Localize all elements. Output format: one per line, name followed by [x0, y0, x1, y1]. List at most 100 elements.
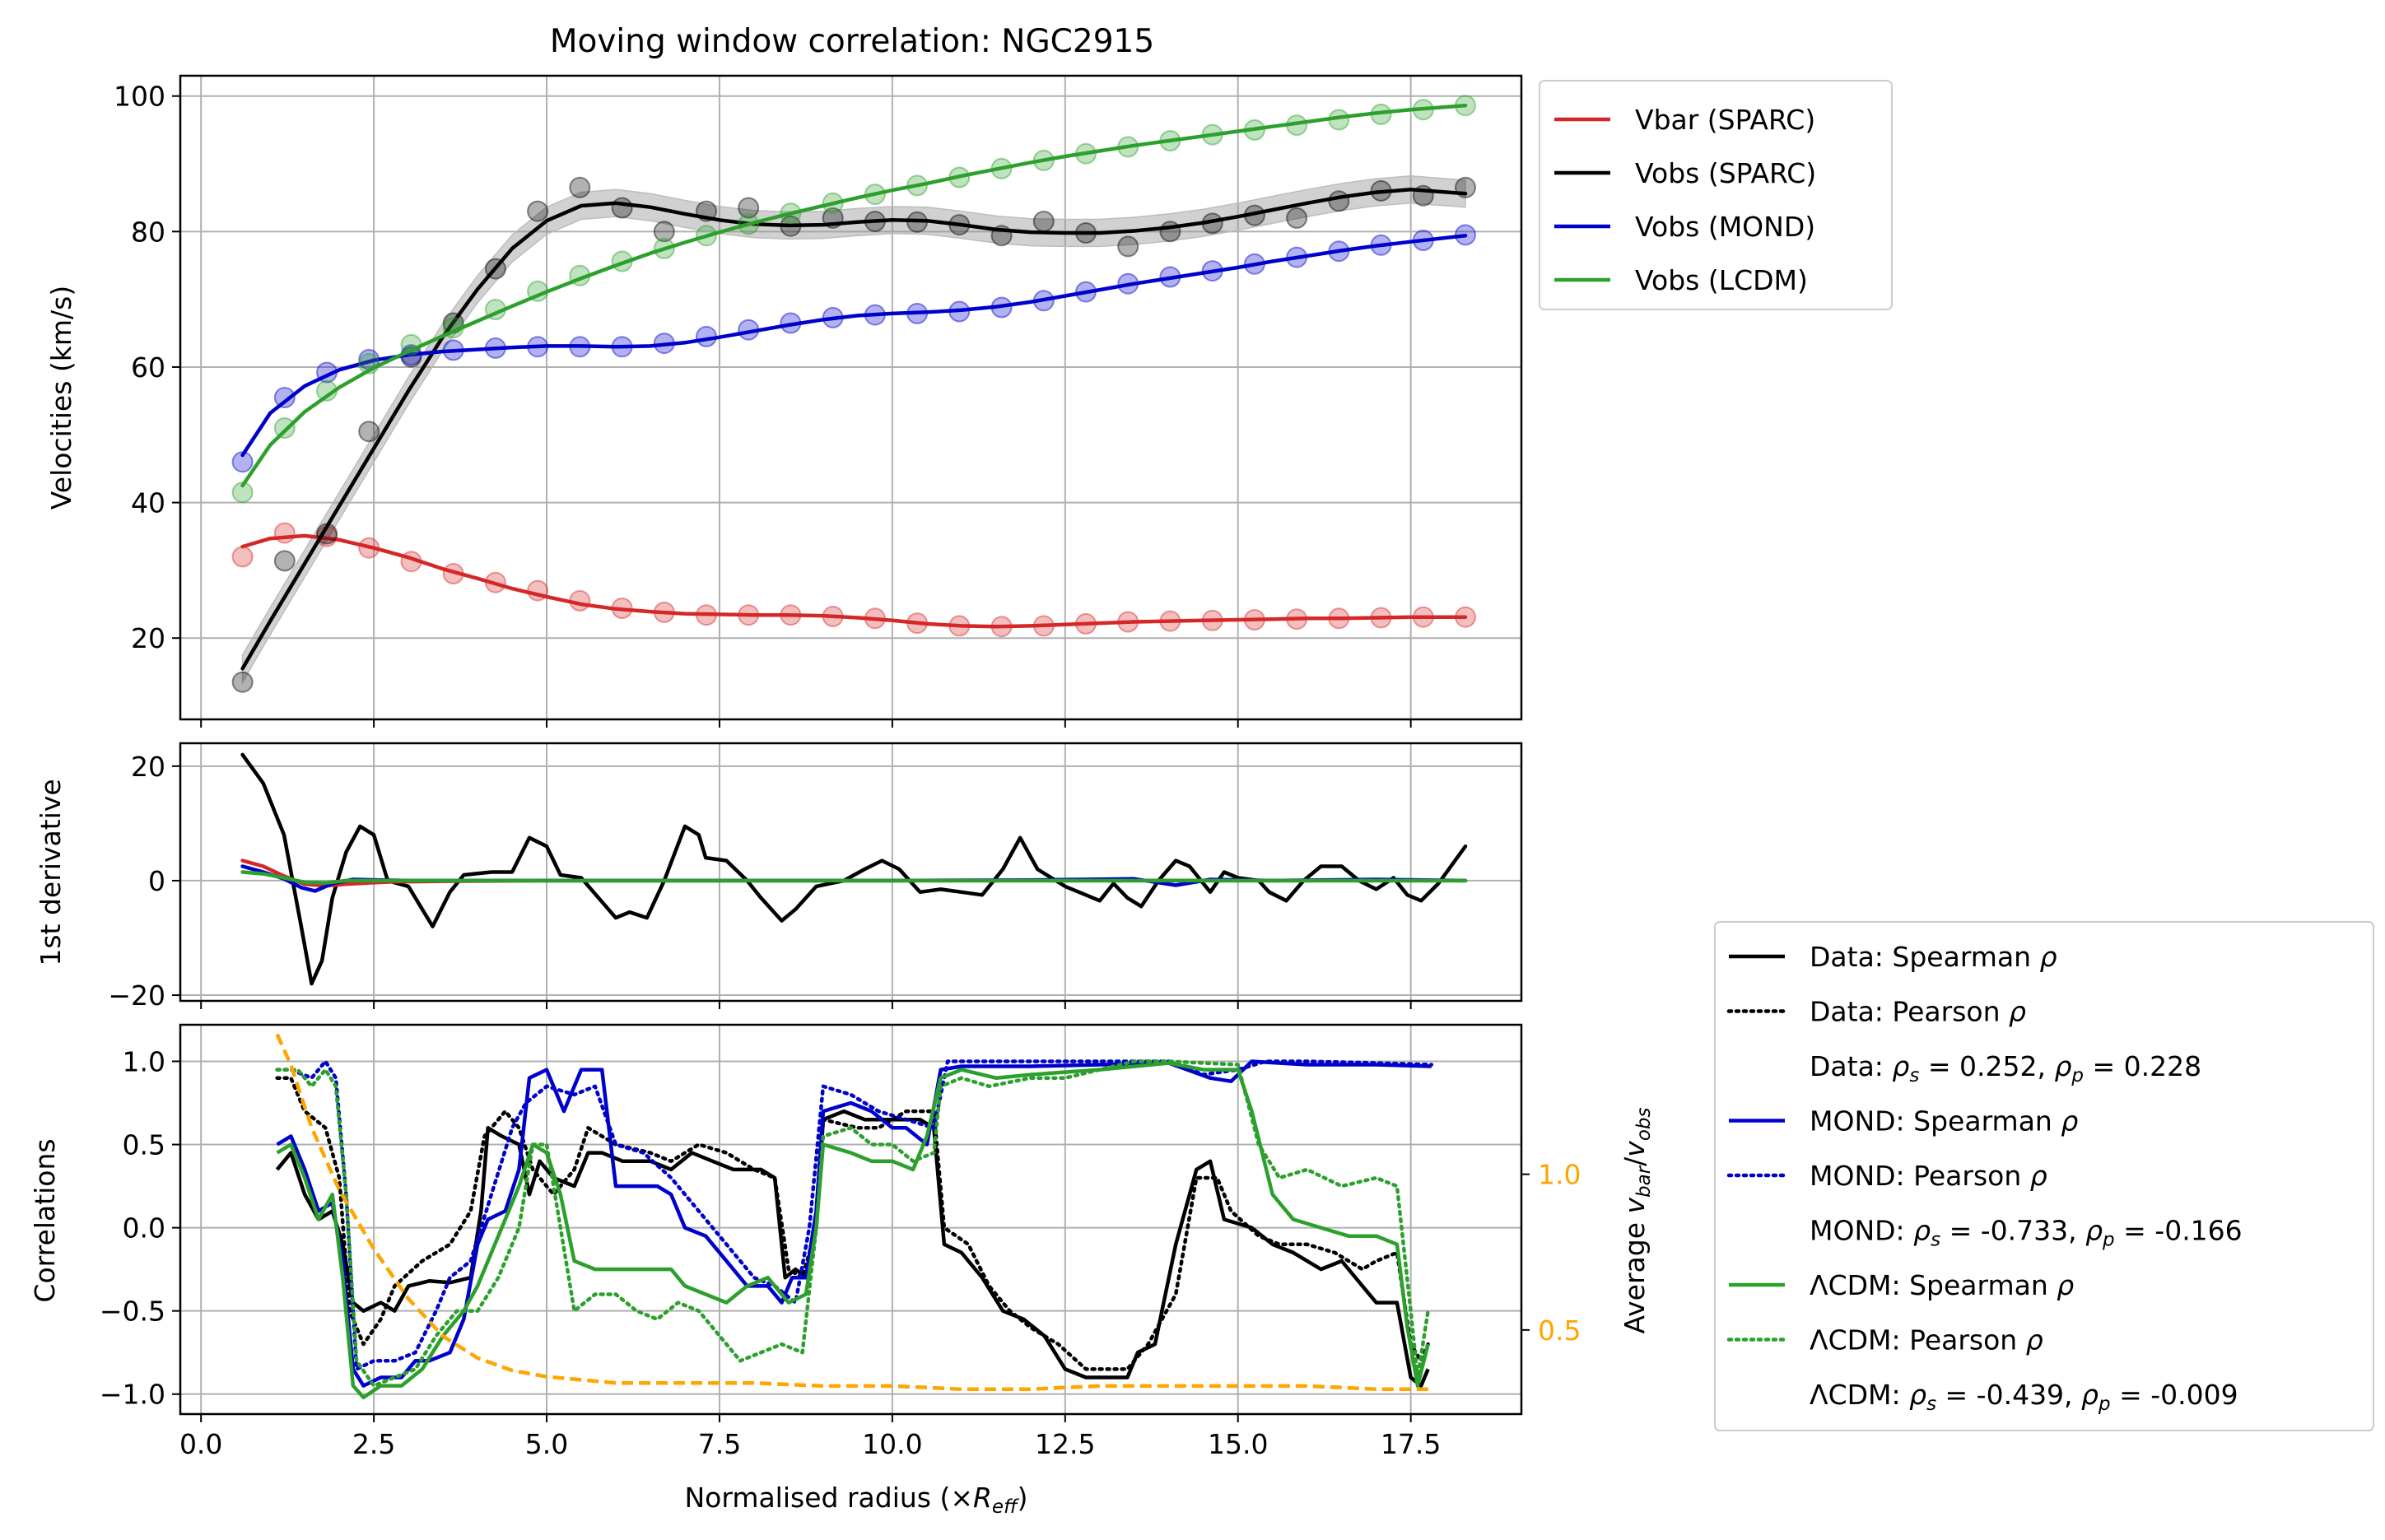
- legend-label-text: Data: Pearson: [1810, 996, 2009, 1028]
- x-tick-label: 12.5: [1035, 1428, 1095, 1460]
- mond-legend-label: Vobs (MOND): [1635, 211, 1815, 243]
- data-stats-legend-label: Data: ρs = 0.252, ρp = 0.228: [1810, 1050, 2201, 1086]
- x-tick-label: 7.5: [698, 1428, 741, 1460]
- correlation-y-axis-label: Correlations: [29, 1138, 61, 1302]
- vbar-data-point: [273, 522, 296, 544]
- y-tick-label: −0.5: [100, 1296, 165, 1328]
- correlation-grid: [180, 1025, 1521, 1414]
- y-tick-label: −20: [108, 979, 165, 1012]
- velocity-legend-entries: Vbar (SPARC) Vobs (SPARC) Vobs (MOND) Vobs …: [1554, 104, 1816, 296]
- legend-rho-symbol: ρ: [2061, 1105, 2078, 1138]
- y-tick-label: 1.0: [123, 1045, 165, 1077]
- y2-tick-label: 1.0: [1538, 1159, 1581, 1191]
- mond-spearman-line: [276, 1059, 1432, 1388]
- y-tick-label: 20: [131, 622, 165, 654]
- sparc-data-point: [569, 176, 591, 198]
- mond-curve: [240, 234, 1468, 458]
- legend-rho-s-value: = 0.252,: [1919, 1050, 2054, 1082]
- legend-rho-p-symbol: ρ: [2081, 1379, 2099, 1411]
- legend-label-text: ΛCDM:: [1810, 1379, 1909, 1411]
- derivative-grid: [180, 743, 1521, 1001]
- y-tick-label: 60: [131, 351, 165, 384]
- legend-rho-p-sub: p: [2071, 1065, 2084, 1086]
- average-ratio-line: [275, 1033, 1432, 1391]
- sparc-data-point: [527, 200, 549, 222]
- velocity-series: [231, 95, 1476, 693]
- y2-label-v1: v: [1619, 1197, 1651, 1213]
- x-tick-label: 17.5: [1381, 1428, 1441, 1460]
- legend-rho-p-symbol: ρ: [2054, 1050, 2071, 1082]
- x-tick-label: 10.0: [862, 1428, 922, 1460]
- legend-rho-s-sub: s: [1931, 1230, 1940, 1251]
- legend-rho-symbol: ρ: [2057, 1269, 2074, 1301]
- velocity-legend-box: [1539, 80, 1893, 310]
- chart-title: Moving window correlation: NGC2915: [550, 23, 1154, 60]
- x-axis-label-close: ): [1018, 1482, 1028, 1514]
- ratio-y2-axis-label: Average vbar/vobs: [1619, 1107, 1655, 1333]
- legend-label-text: MOND:: [1810, 1215, 1913, 1247]
- sparc-data-point: [738, 197, 760, 219]
- lcdm-pearson-line: [275, 1059, 1430, 1388]
- sparc-data-point: [358, 421, 380, 443]
- ratio-y2-ticks: 0.5 1.0: [1521, 1159, 1581, 1347]
- legend-rho-symbol: ρ: [2026, 1324, 2043, 1356]
- derivative-y-ticks: −20 0 20: [108, 751, 180, 1012]
- legend-rho-s-sub: s: [1909, 1065, 1919, 1086]
- legend-label-text: MOND: Pearson: [1810, 1160, 2030, 1192]
- y2-label-v2: v: [1619, 1141, 1651, 1157]
- correlation-y-ticks: −1.0 −0.5 0.0 0.5 1.0: [100, 1045, 180, 1411]
- legend-rho-p-symbol: ρ: [2085, 1215, 2103, 1247]
- y-tick-label: 0.0: [123, 1212, 165, 1245]
- sparc-data-point: [611, 197, 633, 219]
- vbar-data-point: [231, 546, 254, 568]
- sparc-legend-label: Vobs (SPARC): [1635, 157, 1816, 189]
- y-tick-label: 40: [131, 487, 165, 519]
- legend-label-text: MOND: Spearman: [1810, 1105, 2061, 1138]
- legend-rho-s-value: = -0.733,: [1940, 1215, 2085, 1247]
- mond-stats-legend-label: MOND: ρs = -0.733, ρp = -0.166: [1810, 1215, 2243, 1251]
- x-axis-label-text: Normalised radius (×: [684, 1482, 973, 1514]
- sparc-data-point: [231, 671, 254, 693]
- correlation-axes-frame: [179, 1023, 1523, 1416]
- derivative-axes-frame: [179, 742, 1523, 1003]
- velocity-legend: Vbar (SPARC) Vobs (SPARC) Vobs (MOND) Vobs …: [1539, 80, 1893, 310]
- legend-rho-s-symbol: ρ: [1913, 1215, 1931, 1247]
- y-tick-label: 0: [148, 865, 165, 897]
- legend-rho-p-sub: p: [2102, 1230, 2115, 1251]
- x-tick-label: 2.5: [352, 1428, 395, 1460]
- y-tick-label: 0.5: [123, 1129, 165, 1161]
- legend-label-text: ΛCDM: Pearson: [1810, 1324, 2026, 1356]
- legend-rho-symbol: ρ: [2040, 941, 2057, 973]
- legend-rho-s-symbol: ρ: [1909, 1379, 1926, 1411]
- x-tick-label: 5.0: [525, 1428, 568, 1460]
- correlation-x-ticks: 0.0 2.5 5.0 7.5 10.0 12.5 15.0 17.5: [179, 1414, 1441, 1460]
- sparc-derivative-line: [240, 752, 1468, 986]
- y2-label-sub2: obs: [1633, 1107, 1655, 1141]
- mond-pearson-legend-label: MOND: Pearson ρ: [1810, 1160, 2047, 1192]
- mond-data-point: [273, 387, 296, 408]
- x-tick-label: 0.0: [179, 1428, 222, 1460]
- derivative-y-axis-label: 1st derivative: [35, 779, 67, 965]
- lcdm-spearman-legend-label: ΛCDM: Spearman ρ: [1810, 1269, 2074, 1301]
- lcdm-derivative-line: [240, 870, 1468, 885]
- derivative-x-ticks: [200, 1001, 1412, 1009]
- y2-label-sub1: bar: [1633, 1165, 1655, 1198]
- sparc-curve: [240, 188, 1468, 671]
- legend-rho-p-sub: p: [2098, 1393, 2111, 1415]
- vobs-sparc-band: [241, 175, 1466, 685]
- legend-rho-symbol: ρ: [2009, 996, 2026, 1028]
- sparc-data-point: [653, 221, 675, 243]
- y-tick-label: 80: [131, 216, 165, 248]
- legend-rho-s-value: = -0.439,: [1936, 1379, 2081, 1411]
- lcdm-stats-legend-label: ΛCDM: ρs = -0.439, ρp = -0.009: [1810, 1379, 2238, 1415]
- vobs-sparc-uncertainty-band: [241, 175, 1466, 685]
- velocity-y-ticks: 20 40 60 80 100: [114, 81, 180, 654]
- legend-rho-p-value: = 0.228: [2084, 1050, 2201, 1082]
- velocity-x-ticks: [200, 719, 1412, 728]
- vbar-curve: [240, 533, 1468, 629]
- sparc-data-point: [1117, 235, 1139, 258]
- lcdm-curve: [240, 103, 1468, 488]
- legend-label-text: Data: Spearman: [1810, 941, 2040, 973]
